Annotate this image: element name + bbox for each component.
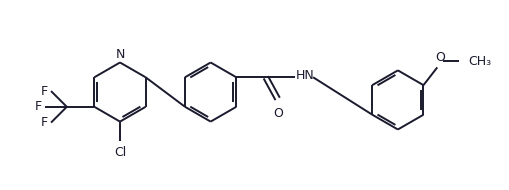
Text: HN: HN	[296, 69, 315, 82]
Text: CH₃: CH₃	[468, 55, 491, 68]
Text: N: N	[116, 48, 125, 62]
Text: F: F	[41, 85, 48, 97]
Text: F: F	[41, 116, 48, 129]
Text: O: O	[274, 107, 284, 120]
Text: O: O	[435, 51, 445, 64]
Text: F: F	[35, 100, 42, 113]
Text: Cl: Cl	[114, 146, 126, 159]
